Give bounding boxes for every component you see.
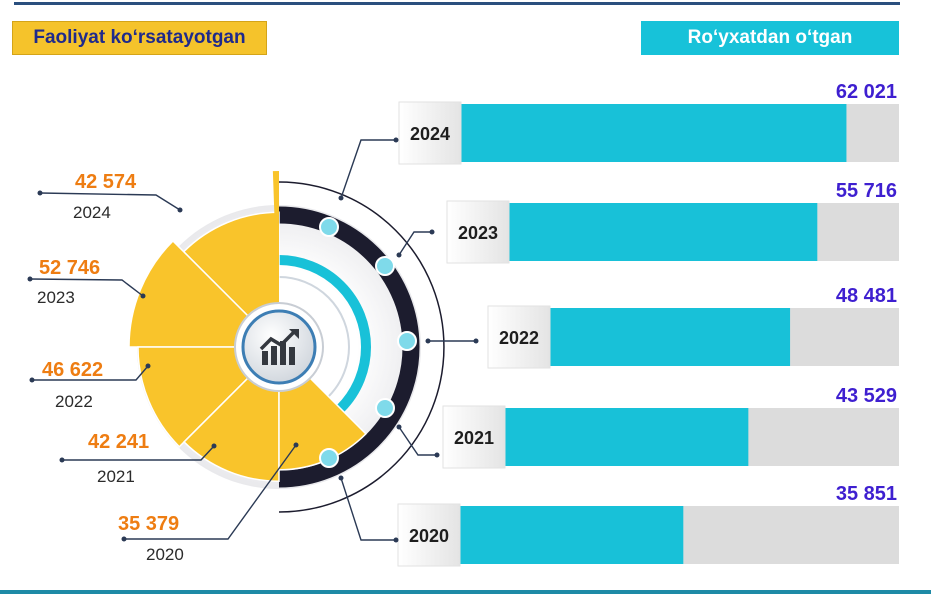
registered-bar-2024 <box>461 104 847 162</box>
registered-year-tab-2022 <box>487 305 551 369</box>
registered-connector-2023 <box>398 231 432 256</box>
active-value-2024: 42 574 <box>75 171 137 193</box>
active-leader-2024 <box>39 192 181 211</box>
active-leader-dot-2023 <box>27 276 33 282</box>
active-year-2023: 2023 <box>37 288 75 307</box>
registered-connector-2024 <box>340 139 396 199</box>
active-legend-label: Faoliyat ko‘rsatayotgan <box>12 21 267 55</box>
registered-connector-start-2024 <box>338 195 344 201</box>
emblem-bar-4 <box>289 347 295 365</box>
emblem-trend-line <box>259 329 297 351</box>
emblem-bar-3 <box>280 341 286 365</box>
registered-year-2021: 2021 <box>454 428 494 448</box>
bottom-rule <box>0 590 931 594</box>
registered-value-2020: 35 851 <box>836 483 897 505</box>
registered-year-2022: 2022 <box>499 328 539 348</box>
ring-marker-2021 <box>375 398 395 418</box>
registered-legend-label: Ro‘yxatdan o‘tgan <box>641 21 899 55</box>
registered-connector-2021 <box>398 426 437 456</box>
center-emblem <box>234 302 324 392</box>
active-value-2021: 42 241 <box>88 431 149 453</box>
registered-value-2022: 48 481 <box>836 285 897 307</box>
registered-year-tab-2023 <box>446 200 510 264</box>
active-leader-dot-2020 <box>121 536 127 542</box>
active-leader-2021 <box>62 445 215 461</box>
registered-connector-start-2023 <box>396 252 402 258</box>
registered-value-2021: 43 529 <box>836 385 897 407</box>
outer-thin-ring <box>278 181 445 513</box>
registered-connector-end-2022 <box>473 338 479 344</box>
registered-connector-start-2021 <box>396 424 402 430</box>
active-leader-end-2023 <box>140 293 146 299</box>
active-leader-end-2024 <box>177 207 183 213</box>
emblem-trend-arrow <box>289 329 299 339</box>
registered-year-2020: 2020 <box>409 526 449 546</box>
registered-connector-2020 <box>340 477 396 541</box>
active-leader-2022 <box>32 365 149 381</box>
registered-bar-2020 <box>460 506 684 564</box>
active-year-2021: 2021 <box>97 467 135 486</box>
ring-marker-2020 <box>319 448 339 468</box>
registered-bar-chart: 2024 62 021 2023 55 716 2022 48 481 2021 43 529… <box>319 81 899 567</box>
active-leader-dot-2022 <box>29 377 35 383</box>
top-rule <box>14 2 900 5</box>
active-leader-dot-2024 <box>37 190 43 196</box>
registered-connector-start-2020 <box>338 475 344 481</box>
registered-connector-end-2021 <box>434 452 440 458</box>
registered-year-tab-2020 <box>397 503 461 567</box>
ring-marker-2023 <box>375 256 395 276</box>
registered-bar-2022 <box>550 308 791 366</box>
registered-bar-2021 <box>505 408 749 466</box>
registered-connector-start-2022 <box>425 338 431 344</box>
registered-year-2023: 2023 <box>458 223 498 243</box>
registered-connector-end-2024 <box>393 137 399 143</box>
registered-value-2024: 62 021 <box>836 81 897 103</box>
active-leader-dot-2021 <box>59 457 65 463</box>
rose-wedge-2023 <box>128 239 281 348</box>
active-leader-end-2022 <box>145 363 151 369</box>
ring-marker-2022 <box>397 331 417 351</box>
registered-year-2024: 2024 <box>410 124 450 144</box>
ring-marker-2024 <box>319 217 339 237</box>
active-value-2020: 35 379 <box>118 513 179 535</box>
active-leader-end-2020 <box>293 442 299 448</box>
active-value-2022: 46 622 <box>42 359 103 381</box>
registered-year-tab-2021 <box>442 405 506 469</box>
growth-chart-icon <box>259 329 299 365</box>
active-year-2024: 2024 <box>73 203 111 222</box>
emblem-bar-1 <box>262 351 268 365</box>
active-labels: 42 574 2024 52 746 2023 46 622 2022 42 241 2021… <box>27 171 299 564</box>
active-leader-2023 <box>29 278 144 297</box>
emblem-bar-2 <box>271 346 277 365</box>
active-value-2023: 52 746 <box>39 257 100 279</box>
registered-connector-end-2023 <box>429 229 435 235</box>
active-leader-2020 <box>124 444 297 540</box>
registered-bar-2023 <box>509 203 818 261</box>
active-leader-end-2021 <box>211 443 217 449</box>
registered-year-tab-2024 <box>398 101 462 165</box>
active-year-2020: 2020 <box>146 545 184 564</box>
emblem-inner <box>241 309 317 385</box>
registered-value-2023: 55 716 <box>836 180 897 202</box>
registered-connector-end-2020 <box>393 537 399 543</box>
active-year-2022: 2022 <box>55 392 93 411</box>
